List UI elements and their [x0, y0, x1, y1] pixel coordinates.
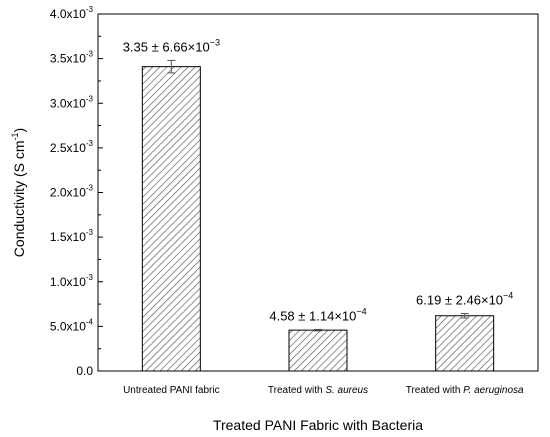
y-tick-label: 2.0x10-3: [50, 184, 94, 200]
y-axis-title: Conductivity (S cm-1): [10, 128, 27, 257]
x-category-label: Untreated PANI fabric: [123, 385, 220, 396]
x-axis-title: Treated PANI Fabric with Bacteria: [213, 417, 423, 433]
data-label: 3.35 ± 6.66×10−3: [123, 37, 220, 54]
y-tick-label: 1.0x10-3: [50, 273, 94, 289]
x-category-label: Treated with P. aeruginosa: [406, 385, 524, 396]
data-label: 6.19 ± 2.46×10−4: [416, 291, 513, 308]
bar: [288, 329, 348, 372]
bar: [435, 315, 495, 372]
y-tick-label: 2.5x10-3: [50, 139, 94, 155]
data-label: 4.58 ± 1.14×10−4: [269, 306, 366, 323]
y-tick-label: 4.0x10-3: [50, 5, 94, 21]
x-category-label: Treated with S. aureus: [268, 385, 368, 396]
y-tick-label: 5.0x10-4: [50, 317, 94, 333]
y-tick-label: 0.0: [76, 364, 93, 378]
y-tick-label: 3.0x10-3: [50, 94, 94, 110]
y-tick-label: 3.5x10-3: [50, 50, 94, 66]
bar: [141, 66, 201, 372]
y-tick-label: 1.5x10-3: [50, 228, 94, 244]
